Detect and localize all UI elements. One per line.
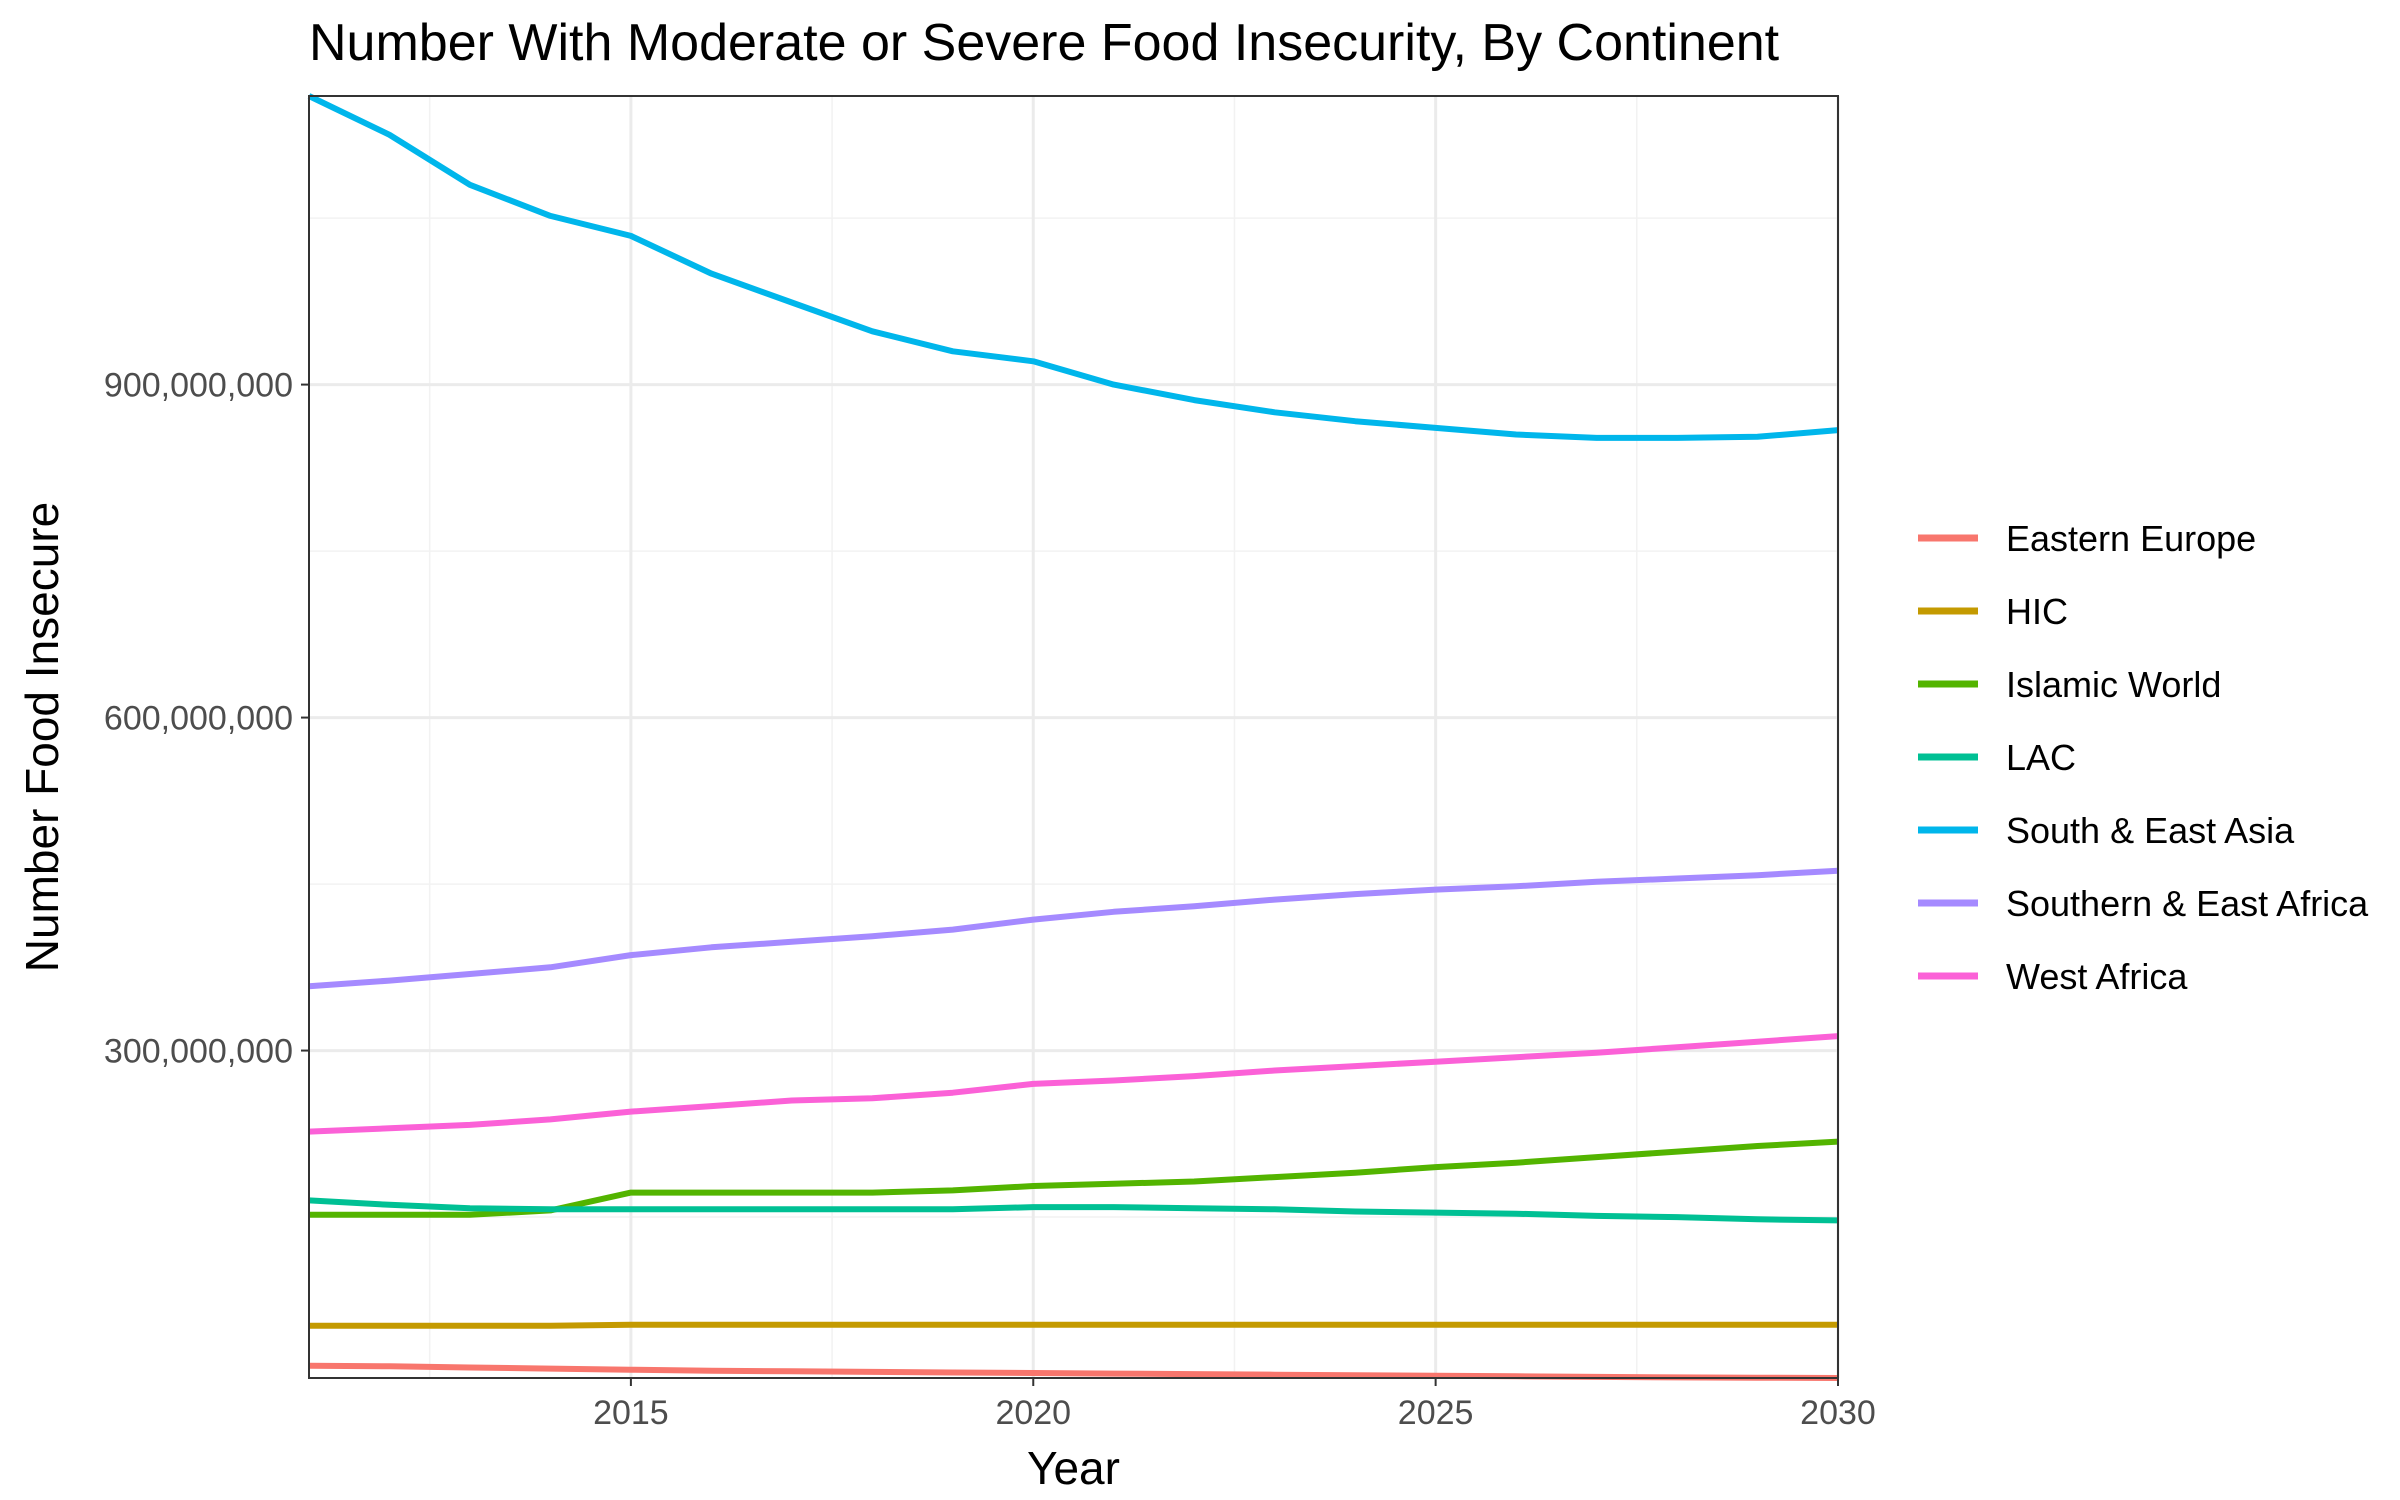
x-tick-label: 2020 (995, 1394, 1071, 1432)
y-axis-title: Number Food Insecure (16, 502, 68, 972)
y-tick-label: 900,000,000 (104, 367, 293, 405)
series-lines (307, 93, 1839, 1381)
legend-item-hic: HIC (1918, 591, 2068, 632)
legend-item-eastern-europe: Eastern Europe (1918, 518, 2256, 559)
series-line-islamic-world (309, 1138, 1839, 1218)
x-tick-label: 2030 (1800, 1394, 1876, 1432)
legend-label: West Africa (2006, 956, 2188, 997)
series-line-south-east-asia (307, 93, 1839, 441)
legend-item-south-east-asia: South & East Asia (1918, 810, 2295, 851)
x-axis-ticks: 2015 2020 2025 2030 (593, 1378, 1876, 1432)
chart-title: Number With Moderate or Severe Food Inse… (309, 14, 1780, 72)
legend-label: Southern & East Africa (2006, 883, 2369, 924)
plot-panel-border (308, 95, 1839, 1379)
y-tick-label: 600,000,000 (104, 700, 293, 738)
series-line-eastern-europe (308, 1362, 1839, 1381)
legend-label: Islamic World (2006, 664, 2221, 705)
series-line-west-africa (308, 1033, 1839, 1135)
legend-item-southern-east-africa: Southern & East Africa (1918, 883, 2369, 924)
legend-label: South & East Asia (2006, 810, 2295, 851)
x-tick-label: 2015 (593, 1394, 669, 1432)
legend-item-islamic-world: Islamic World (1918, 664, 2221, 705)
y-tick-label: 300,000,000 (104, 1033, 293, 1071)
series-line-hic (309, 1321, 1838, 1329)
y-axis-ticks: 300,000,000 600,000,000 900,000,000 (104, 367, 309, 1071)
minor-gridlines (309, 96, 1838, 1378)
legend-label: HIC (2006, 591, 2068, 632)
legend-item-west-africa: West Africa (1918, 956, 2188, 997)
x-tick-label: 2025 (1398, 1394, 1474, 1432)
legend-label: Eastern Europe (2006, 518, 2256, 559)
series-line-southern-east-africa (308, 867, 1839, 990)
series-line-lac (308, 1197, 1839, 1224)
x-axis-title: Year (1027, 1442, 1120, 1494)
legend-label: LAC (2006, 737, 2076, 778)
legend: Eastern Europe HIC Islamic World LAC South &… (1918, 518, 2369, 997)
legend-item-lac: LAC (1918, 737, 2076, 778)
